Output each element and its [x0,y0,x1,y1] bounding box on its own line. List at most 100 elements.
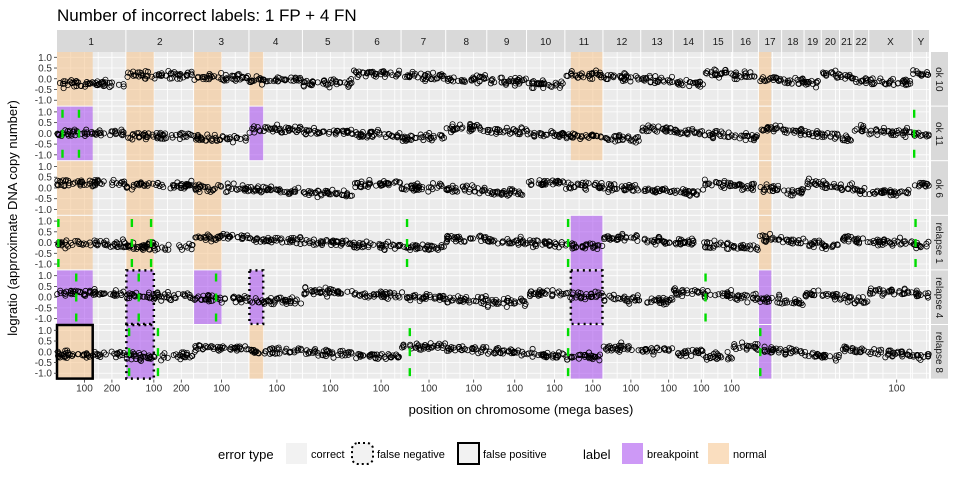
strip-label-chr-15: 15 [713,37,725,48]
data-point [357,132,364,139]
data-point [155,293,162,300]
data-point [666,79,673,86]
strip-chr-1 [57,30,126,52]
data-point [881,128,888,135]
data-point [55,350,62,357]
data-point [704,181,711,188]
data-point [749,295,756,302]
data-point [819,130,826,137]
data-point [734,293,741,300]
data-point [503,303,510,310]
data-point [425,246,432,253]
data-point [416,346,423,353]
data-point [743,292,750,299]
data-point [775,182,782,189]
data-point [297,123,304,130]
data-point [68,352,75,359]
data-point [436,180,443,187]
data-point [451,188,458,195]
data-point [477,126,484,133]
data-point [102,351,109,358]
data-point [546,242,553,249]
data-point [590,244,597,251]
data-point [918,72,925,79]
data-point [91,237,98,244]
data-point [151,245,158,252]
data-point [56,80,63,87]
data-point [519,191,526,198]
data-point [610,74,617,81]
data-point [443,125,450,132]
data-point [689,240,696,247]
data-point [747,246,754,253]
data-point [834,132,841,139]
data-point [209,135,216,142]
data-point [324,293,331,300]
data-point [100,290,107,297]
data-point [794,76,801,83]
data-point [293,129,300,136]
data-point [159,135,166,142]
data-point [905,81,912,88]
strip-label-chr-10: 10 [540,37,552,48]
data-point [271,297,278,304]
data-point [150,133,157,140]
data-point [208,136,215,143]
data-point [309,82,316,89]
data-point [603,135,610,142]
data-point [640,75,647,82]
data-point [324,347,331,354]
data-point [364,69,371,76]
strip-label-chr-12: 12 [616,37,628,48]
data-point [894,80,901,87]
data-point [396,67,403,74]
data-point [679,186,686,193]
data-point [293,77,300,84]
data-point [504,192,511,199]
data-point [831,183,838,190]
data-point [236,296,243,303]
data-point [880,238,887,245]
data-point [725,179,732,186]
data-point [303,237,310,244]
data-point [552,243,559,250]
data-point [274,78,281,85]
data-point [395,292,402,299]
data-point [242,137,249,144]
data-point [899,129,906,136]
data-point [736,73,743,80]
data-point [599,242,606,249]
data-point [601,236,608,243]
label-region-normal [57,161,93,215]
data-point [715,291,722,298]
data-point [744,185,751,192]
data-point [194,132,201,139]
strip-chr-12 [603,30,641,52]
data-point [278,235,285,242]
data-point [113,180,120,187]
data-point [300,79,307,86]
data-point [293,240,300,247]
data-point [371,291,378,298]
data-point [250,237,257,244]
data-point [879,189,886,196]
data-point [461,78,468,85]
data-point [673,241,680,248]
data-point [295,184,302,191]
data-point [478,294,485,301]
data-point [308,190,315,197]
strip-label-chr-19: 19 [807,37,819,48]
data-point [120,81,127,88]
data-point [204,131,211,138]
data-point [259,76,266,83]
strip-label-chr-3: 3 [218,37,224,48]
data-point [471,184,478,191]
data-point [749,183,756,190]
data-point [223,231,230,238]
data-point [556,179,563,186]
data-point [913,293,920,300]
data-point [430,69,437,76]
data-point [181,291,188,298]
data-point [277,236,284,243]
data-point [233,135,240,142]
